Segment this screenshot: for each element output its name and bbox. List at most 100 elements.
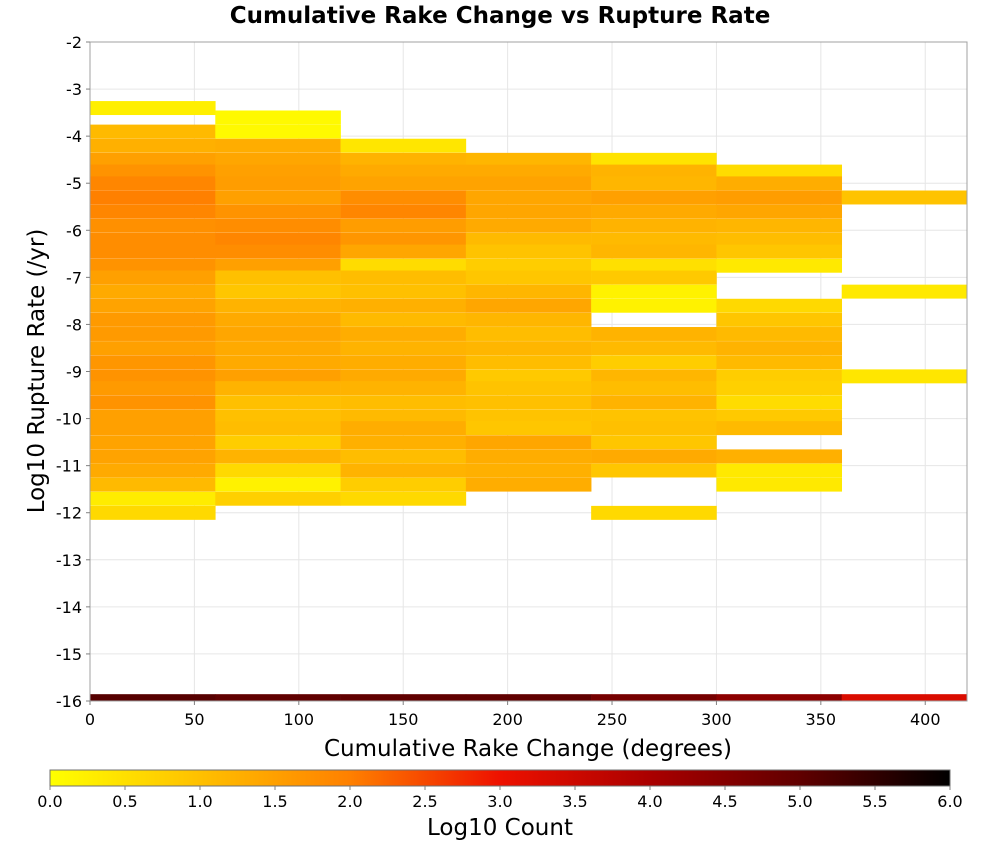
heatmap-cell: [591, 409, 717, 424]
heatmap-cell: [591, 435, 717, 450]
heatmap-cell: [90, 435, 216, 450]
heatmap-cell: [215, 477, 341, 492]
y-tick-label: -9: [66, 363, 82, 382]
heatmap-cell: [90, 505, 216, 520]
heatmap-cell: [215, 176, 341, 191]
y-tick-label: -3: [66, 80, 82, 99]
heatmap-cell: [340, 421, 467, 436]
colorbar-title: Log10 Count: [427, 815, 573, 841]
heatmap-cell: [465, 421, 592, 436]
heatmap-cell: [340, 152, 467, 167]
heatmap-cell-bottom: [841, 694, 968, 701]
heatmap-cell: [340, 395, 467, 410]
heatmap-cell: [591, 505, 717, 520]
y-tick-label: -14: [56, 598, 82, 617]
heatmap-cell: [716, 369, 843, 384]
heatmap-cell: [465, 298, 592, 313]
heatmap-cell: [215, 341, 341, 356]
heatmap-cell: [591, 218, 717, 233]
heatmap-cell: [591, 190, 717, 205]
heatmap-cell: [215, 409, 341, 424]
heatmap-cell: [340, 491, 467, 506]
heatmap-cell: [215, 327, 341, 341]
heatmap-cell: [716, 381, 843, 396]
heatmap-cell: [340, 176, 467, 191]
heatmap-cell: [591, 270, 717, 285]
heatmap-cell: [591, 164, 717, 179]
y-tick-label: -8: [66, 315, 82, 334]
heatmap-cell: [340, 341, 467, 356]
heatmap-cell: [215, 284, 341, 299]
y-tick-label: -7: [66, 268, 82, 287]
heatmap-cell: [340, 327, 467, 341]
heatmap-cell: [716, 463, 843, 478]
heatmap-cell-bottom: [90, 694, 216, 701]
heatmap-cell: [215, 395, 341, 410]
heatmap-cell-bottom: [340, 694, 467, 701]
heatmap-cell: [465, 312, 592, 327]
heatmap-cell: [591, 327, 717, 341]
heatmap-cell: [340, 463, 467, 478]
heatmap-cell-bottom: [465, 694, 592, 701]
heatmap-cell: [215, 190, 341, 205]
heatmap-cell: [465, 355, 592, 370]
heatmap-cell: [716, 190, 843, 205]
heatmap-cell: [465, 190, 592, 205]
x-axis-title: Cumulative Rake Change (degrees): [324, 736, 732, 762]
heatmap-cell: [215, 369, 341, 384]
heatmap-cell: [90, 124, 216, 139]
heatmap-cell: [90, 327, 216, 341]
heatmap-cell: [215, 232, 341, 247]
heatmap-cell: [215, 355, 341, 370]
heatmap-cell: [90, 369, 216, 384]
heatmap-cell: [215, 164, 341, 179]
colorbar: [49, 769, 951, 787]
heatmap-cell: [90, 312, 216, 327]
heatmap-cell: [215, 258, 341, 273]
heatmap-cell: [340, 312, 467, 327]
heatmap-cell: [465, 435, 592, 450]
colorbar-tick-label: 5.0: [787, 792, 812, 811]
heatmap-cell: [90, 218, 216, 233]
heatmap-cell: [591, 421, 717, 436]
heatmap-cell: [591, 355, 717, 370]
heatmap-cell: [340, 204, 467, 219]
heatmap-cell: [340, 369, 467, 384]
colorbar-tick-label: 2.5: [412, 792, 437, 811]
heatmap-cell: [591, 449, 717, 464]
heatmap-cell-bottom: [591, 694, 717, 701]
heatmap-cell: [591, 298, 717, 313]
heatmap-cell: [716, 421, 843, 436]
heatmap-cell: [716, 395, 843, 410]
heatmap-cell: [90, 421, 216, 436]
heatmap-cell: [465, 204, 592, 219]
y-tick-label: -5: [66, 174, 82, 193]
colorbar-tick-label: 0.5: [112, 792, 137, 811]
heatmap-cell: [465, 258, 592, 273]
heatmap-cell: [340, 258, 467, 273]
heatmap-cell: [90, 258, 216, 273]
heatmap-cell: [841, 369, 968, 384]
colorbar-ticks: 0.0 0.5 1.0 1.5 2.0 2.5 3.0 3.5 4.0 4.5 5.0 5.5 6.0: [37, 786, 963, 811]
colorbar-tick-label: 1.5: [262, 792, 287, 811]
heatmap-cell: [591, 395, 717, 410]
heatmap-cell: [340, 298, 467, 313]
heatmap-cell: [90, 138, 216, 153]
heatmap-cell: [215, 218, 341, 233]
heatmap-cell: [215, 124, 341, 139]
heatmap-cell: [90, 463, 216, 478]
heatmap-cell: [90, 341, 216, 356]
heatmap-cell: [215, 449, 341, 464]
heatmap-cell: [716, 298, 843, 313]
heatmap-cell: [215, 110, 341, 125]
heatmap-cell: [591, 341, 717, 356]
heatmap-cell: [90, 204, 216, 219]
y-axis-title: Log10 Rupture Rate (/yr): [24, 229, 50, 514]
heatmap-cell: [340, 190, 467, 205]
heatmap-cell: [215, 312, 341, 327]
heatmap-cell: [90, 232, 216, 247]
heatmap-cell: [340, 284, 467, 299]
x-tick-label: 300: [701, 710, 732, 729]
colorbar-tick-label: 6.0: [937, 792, 962, 811]
